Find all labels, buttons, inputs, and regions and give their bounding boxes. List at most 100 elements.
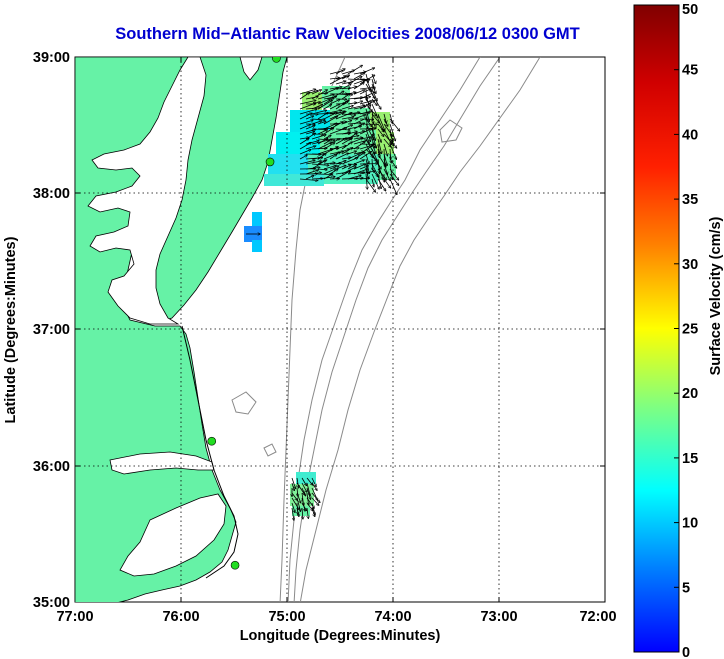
radar-stations: [207, 57, 281, 570]
lon-tick-label: 75:00: [268, 609, 305, 625]
velocity-arrow: [311, 110, 327, 115]
colorbar-ticks: 0 5 10 15 20 25 30 35 40 45 50: [674, 2, 698, 659]
velocity-arrow: [389, 133, 393, 141]
velocity-arrow: [371, 153, 381, 169]
lon-tick-label: 72:00: [579, 609, 616, 625]
velocity-arrow: [389, 178, 397, 195]
colorbar-tick-label: 45: [682, 63, 698, 79]
velocity-arrow: [341, 94, 350, 100]
velocity-arrow: [353, 140, 367, 145]
velocity-arrow: [347, 65, 362, 75]
velocity-arrow: [311, 173, 321, 174]
lat-tick-label: 37:00: [33, 322, 70, 338]
velocity-arrow: [299, 89, 316, 95]
velocity-arrow: [301, 482, 307, 492]
velocity-arrow: [323, 98, 334, 105]
velocity-arrow: [335, 81, 346, 85]
velocity-arrow: [383, 113, 386, 123]
pamlico-sound: [119, 493, 227, 577]
velocity-arrow: [353, 80, 365, 85]
velocity-arrow: [371, 93, 381, 109]
velocity-arrow: [377, 143, 380, 154]
velocity-arrow: [323, 174, 333, 180]
velocity-arrow: [341, 142, 352, 150]
velocity-arrow: [365, 148, 376, 161]
velocity-arrow: [311, 104, 323, 110]
velocity-arrow: [323, 124, 337, 130]
velocity-arrow: [299, 92, 310, 100]
velocity-arrow: [305, 125, 315, 130]
velocity-arrow: [329, 76, 346, 85]
velocity-arrow: [311, 507, 315, 517]
velocity-arrow: [371, 103, 378, 118]
velocity-arrow: [305, 146, 316, 150]
velocity-arrow: [305, 97, 318, 100]
velocity-arrow: [347, 175, 361, 180]
velocity-arrow: [377, 178, 386, 191]
velocity-arrow: [347, 105, 365, 110]
velocity-arrow: [291, 507, 294, 520]
velocity-arrow: [305, 176, 314, 180]
velocity-arrow: [323, 117, 337, 125]
velocity-arrow: [317, 138, 328, 145]
velocity-arrow: [311, 492, 320, 503]
colorbar-tick-label: 5: [682, 580, 690, 596]
velocity-arrow: [306, 487, 311, 499]
velocity-arrow: [317, 142, 332, 150]
velocity-arrow: [341, 138, 352, 145]
velocity-arrow: [353, 123, 364, 130]
velocity-arrow: [377, 133, 381, 142]
velocity-arrow: [371, 148, 378, 163]
lon-tick-labels: 77:00 76:00 75:00 74:00 73:00 72:00: [56, 609, 616, 625]
velocity-arrow: [353, 142, 365, 150]
velocity-arrow: [359, 92, 375, 100]
velocity-arrow: [353, 115, 365, 120]
velocity-arrow: [341, 158, 358, 165]
velocity-arrow: [359, 166, 368, 170]
velocity-arrow: [299, 160, 315, 165]
velocity-arrow: [377, 138, 382, 154]
velocity-arrow: [353, 82, 364, 90]
lon-tick-label: 73:00: [480, 609, 517, 625]
chesapeake-bay: [87, 57, 207, 325]
velocity-arrow: [341, 148, 353, 155]
velocity-arrow: [377, 123, 384, 132]
velocity-arrow: [299, 155, 307, 160]
velocity-arrow: [323, 97, 336, 100]
velocity-arrow: [335, 171, 350, 180]
velocity-arrow: [301, 477, 306, 486]
velocity-arrow: [353, 90, 365, 95]
velocity-arrow: [311, 121, 322, 125]
velocity-arrow: [317, 99, 330, 105]
velocity-arrow: [323, 105, 331, 110]
velocity-arrow: [323, 143, 335, 150]
velocity-arrow: [359, 87, 374, 90]
velocity-arrow: [341, 157, 351, 159]
velocity-arrow: [291, 497, 299, 510]
velocity-arrow: [341, 106, 353, 110]
velocity-arrow: [323, 152, 341, 160]
colorbar-label: Surface Velocity (cm/s): [708, 216, 724, 375]
velocity-arrow: [291, 477, 296, 489]
velocity-arrow: [347, 77, 362, 85]
velocity-arrow: [383, 158, 386, 167]
velocity-arrow: [302, 507, 303, 519]
velocity-arrow: [341, 132, 350, 135]
velocity-arrow: [383, 163, 388, 174]
velocity-arrow: [305, 131, 314, 135]
velocity-arrow: [335, 69, 345, 75]
velocity-arrow: [306, 502, 313, 511]
velocity-arrow: [311, 482, 317, 490]
colorbar-tick-label: 10: [682, 516, 698, 532]
lat-tick-label: 35:00: [33, 595, 70, 611]
velocity-arrow: [299, 178, 318, 180]
velocity-arrow: [296, 497, 301, 511]
velocity-arrow: [317, 113, 328, 120]
velocity-arrow: [335, 153, 348, 160]
velocity-arrow: [383, 118, 388, 126]
velocity-arrow: [377, 168, 386, 180]
velocity-arrow: [366, 173, 367, 189]
velocity-arrow: [347, 164, 357, 170]
velocity-arrow: [335, 101, 348, 110]
velocity-arrow: [311, 164, 329, 165]
